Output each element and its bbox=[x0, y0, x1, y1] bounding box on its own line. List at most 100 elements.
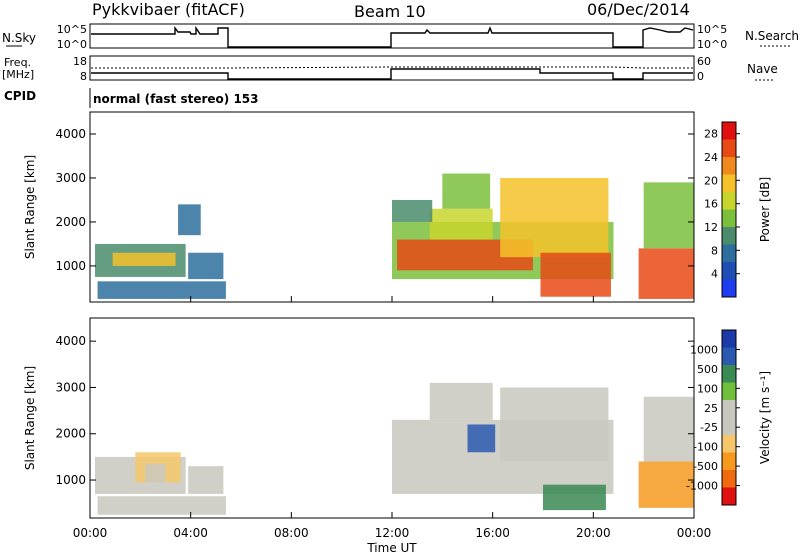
heatmap-cell bbox=[429, 208, 493, 240]
heatmap-cell bbox=[429, 382, 493, 420]
colorbar-swatch bbox=[722, 174, 736, 193]
heatmap-cell bbox=[467, 424, 496, 453]
heatmap-cell bbox=[638, 461, 694, 508]
freq-tick-top: 18 bbox=[73, 55, 87, 68]
heatmap-cell bbox=[97, 496, 226, 515]
colorbar-title: Power [dB] bbox=[758, 177, 772, 242]
colorbar-swatch bbox=[722, 435, 736, 453]
colorbar-swatch bbox=[722, 209, 736, 228]
freq-tick-bottom: 8 bbox=[80, 70, 87, 83]
heatmap-cells bbox=[95, 382, 694, 515]
colorbar-tick-label: -25 bbox=[700, 421, 718, 434]
cpid-label: CPID bbox=[4, 89, 36, 103]
x-tick-label: 04:00 bbox=[173, 526, 208, 540]
colorbar-swatch bbox=[722, 192, 736, 210]
nsky-panel bbox=[89, 23, 695, 49]
colorbar-swatch bbox=[722, 487, 736, 506]
heatmap-cell bbox=[442, 173, 491, 209]
station-title: Pykkvibaer (fitACF) bbox=[92, 0, 245, 19]
colorbar-swatch bbox=[722, 400, 736, 418]
heatmap-cell bbox=[500, 387, 609, 462]
x-tick-label: 00:00 bbox=[73, 526, 108, 540]
nsky-tick-bottom: 10^0 bbox=[57, 38, 87, 51]
y-tick-label: 3000 bbox=[55, 380, 86, 394]
heatmap-cell bbox=[97, 281, 226, 299]
heatmap-cell bbox=[540, 252, 611, 297]
heatmap-cell bbox=[392, 199, 433, 222]
colorbar-tick-label: -1000 bbox=[686, 480, 718, 493]
colorbar-swatch bbox=[722, 452, 736, 471]
x-tick-label: 12:00 bbox=[375, 526, 410, 540]
colorbar-tick-label: 28 bbox=[704, 128, 718, 141]
heatmap-cell bbox=[643, 396, 694, 462]
nsky-label: N.Sky bbox=[2, 31, 36, 45]
nsearch-label: N.Search bbox=[745, 29, 799, 43]
colorbar-swatch bbox=[722, 227, 736, 245]
heatmap-cells bbox=[95, 173, 694, 299]
y-tick-label: 4000 bbox=[55, 127, 86, 141]
colorbar-swatch bbox=[722, 382, 736, 401]
colorbar-tick-label: 16 bbox=[704, 198, 718, 211]
nave-tick-bottom: 0 bbox=[697, 70, 704, 83]
colorbar-tick-label: 1000 bbox=[690, 343, 718, 356]
power-panel: 1000 2000 3000 4000 Slant Range [km] 4 8 12 16 20… bbox=[23, 111, 772, 303]
colorbar-tick-label: 25 bbox=[704, 402, 718, 415]
nsearch-tick-bottom: 10^0 bbox=[697, 38, 727, 51]
colorbar-tick-label: 500 bbox=[697, 363, 718, 376]
colorbar-swatch bbox=[722, 470, 736, 488]
cpid-value: normal (fast stereo) 153 bbox=[93, 92, 259, 106]
y-axis-title: Slant Range [km] bbox=[23, 366, 37, 470]
colorbar-tick-label: 8 bbox=[711, 244, 718, 257]
heatmap-cell bbox=[178, 204, 201, 236]
colorbar-tick-label: 4 bbox=[711, 268, 718, 281]
nave-label: Nave bbox=[747, 62, 778, 76]
y-tick-label: 4000 bbox=[55, 334, 86, 348]
date-title: 06/Dec/2014 bbox=[587, 0, 690, 19]
y-axis-title: Slant Range [km] bbox=[23, 155, 37, 259]
heatmap-cell bbox=[112, 252, 176, 266]
y-tick-label: 2000 bbox=[55, 215, 86, 229]
x-tick-label: 00:00 bbox=[677, 526, 712, 540]
heatmap-cell bbox=[145, 463, 166, 483]
y-tick-label: 1000 bbox=[55, 473, 86, 487]
time-axis: 00:00 04:00 08:00 12:00 16:00 20:00 00:00 bbox=[73, 526, 712, 540]
colorbar-tick-label: 100 bbox=[697, 382, 718, 395]
x-tick-label: 08:00 bbox=[274, 526, 309, 540]
colorbar-swatch bbox=[722, 365, 736, 383]
nave-tick-top: 60 bbox=[697, 55, 711, 68]
x-axis-title: Time UT bbox=[366, 541, 417, 554]
colorbar-swatch bbox=[722, 122, 736, 140]
colorbar-frame bbox=[721, 121, 737, 298]
y-tick-label: 1000 bbox=[55, 259, 86, 273]
beam-title: Beam 10 bbox=[354, 2, 426, 21]
colorbar-title: Velocity [m s⁻¹] bbox=[758, 371, 772, 464]
x-tick-label: 16:00 bbox=[475, 526, 510, 540]
colorbar-swatch bbox=[722, 279, 736, 298]
nsearch-tick-top: 10^5 bbox=[697, 23, 727, 36]
y-tick-label: 3000 bbox=[55, 171, 86, 185]
nave-trace bbox=[91, 66, 693, 69]
colorbar-swatch bbox=[722, 157, 736, 175]
freq-panel bbox=[89, 55, 695, 81]
colorbar-tick-label: -100 bbox=[693, 441, 718, 454]
colorbar-swatch bbox=[722, 330, 736, 348]
colorbar-tick-label: 24 bbox=[704, 151, 718, 164]
x-tick-label: 20:00 bbox=[576, 526, 611, 540]
colorbar-swatch bbox=[722, 139, 736, 158]
colorbar-swatch bbox=[722, 244, 736, 263]
velocity-panel: 1000 2000 3000 4000 Slant Range [km] 1000 500 1… bbox=[23, 317, 772, 519]
heatmap-cell bbox=[643, 182, 694, 249]
colorbar-tick-label: -500 bbox=[693, 460, 718, 473]
heatmap-cell bbox=[188, 252, 224, 280]
colorbar-tick-label: 20 bbox=[704, 174, 718, 187]
colorbar-frame bbox=[721, 329, 737, 506]
colorbar-swatch bbox=[722, 417, 736, 436]
nsky-trace bbox=[91, 25, 694, 48]
freq-unit-label: [MHz] bbox=[2, 68, 34, 81]
colorbar-swatch bbox=[722, 262, 736, 280]
nsky-tick-top: 10^5 bbox=[57, 23, 87, 36]
heatmap-cell bbox=[543, 484, 606, 511]
freq-trace bbox=[91, 68, 693, 80]
heatmap-cell bbox=[638, 248, 694, 299]
